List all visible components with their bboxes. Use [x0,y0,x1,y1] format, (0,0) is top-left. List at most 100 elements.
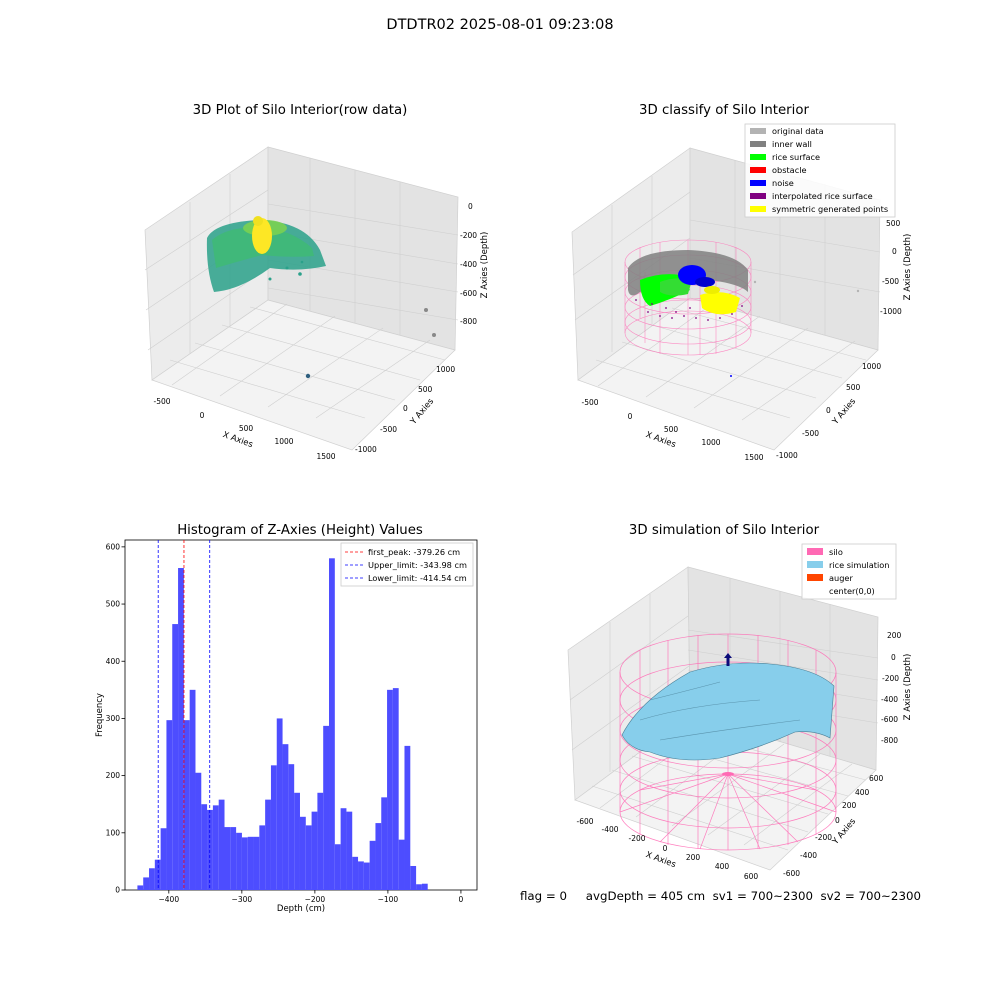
legend-label: noise [772,178,794,188]
histogram-bar [340,808,347,890]
simulation-ytick: 600 [869,774,884,783]
simulation-xtick: 0 [663,844,668,853]
y-tick-label: 500 [106,600,121,609]
simulation-ytick: -600 [783,869,800,878]
simulation-xlabel: X Axies [644,850,677,870]
y-tick-label: 200 [106,771,121,780]
legend-swatch [807,561,823,568]
histogram-bar [218,799,225,890]
raw-xtick: 1000 [274,437,293,446]
simulation-ytick: 200 [842,801,857,810]
histogram-bar [247,836,254,890]
histogram-bar [212,805,219,890]
raw-ytick: 1000 [436,365,455,374]
legend-swatch [807,548,823,555]
simulation-xtick: 400 [715,862,730,871]
histogram-bar [375,823,382,890]
histogram-bar [369,840,376,890]
x-tick-label: −400 [159,895,180,904]
classify-xtick: 500 [664,425,679,434]
histogram-bar [381,797,388,890]
histogram-bar [282,744,289,890]
histogram-bar [358,861,364,890]
histogram-bar [334,844,341,890]
simulation-ytick: -400 [800,851,817,860]
histogram-bar [224,827,231,890]
histogram-bar [363,862,370,890]
histogram-bar [276,718,283,890]
simulation-plot-title: 3D simulation of Silo Interior [628,523,820,538]
raw-ylabel: Y Axies [408,396,436,427]
histogram-bar [288,764,295,890]
legend-label: center(0,0) [829,586,875,596]
histogram-bar [311,811,318,890]
legend-label: inner wall [772,139,812,149]
legend-label: first_peak: -379.26 cm [368,547,460,557]
histogram-bar [398,839,405,890]
legend-swatch [750,154,766,160]
raw-xtick: 0 [200,411,205,420]
histogram-bar [241,837,248,890]
classify-ztick: -500 [882,277,899,286]
histogram-bar [265,799,271,890]
histogram-bar [160,828,167,890]
classify-ztick: 500 [886,219,901,228]
histogram-bar [323,725,330,890]
histogram-bar [346,811,353,890]
classify-ytick: 0 [826,406,831,415]
histogram-bar [387,689,393,890]
simulation-ztick: 0 [891,653,896,662]
y-tick-label: 300 [106,714,121,723]
histogram-bar [183,720,190,890]
histogram-bar [317,792,324,890]
classify-xtick: -500 [581,398,598,407]
histogram-bar [230,827,237,890]
sv1-status: sv1 = 700~2300 [712,889,814,903]
x-tick-label: −300 [232,895,253,904]
histogram-bar [149,868,155,890]
raw-ytick: -500 [380,425,397,434]
raw-xtick: 500 [239,424,254,433]
flag-status: flag = 0 [520,889,568,903]
raw-xlabel: X Axies [221,430,254,450]
x-tick-label: −200 [305,895,326,904]
simulation-ztick: -600 [881,715,898,724]
histogram-bars [137,558,428,890]
raw-ytick: 500 [418,385,433,394]
raw-ztick: -200 [460,231,477,240]
legend-swatch [750,193,766,199]
simulation-ztick: -200 [882,674,899,683]
avg-depth-status: avgDepth = 405 cm [585,889,706,903]
legend-swatch [750,128,766,134]
raw-ytick: -1000 [355,445,377,454]
raw-xtick: -500 [153,397,170,406]
classify-xtick: 1500 [744,453,763,462]
histogram-bar [259,825,266,890]
raw-ztick: -400 [460,260,477,269]
simulation-xtick: -200 [628,834,645,843]
simulation-xtick: -400 [601,825,618,834]
raw-point-cloud [206,216,436,379]
classify-ytick: -1000 [776,451,798,460]
x-tick-label: −100 [378,895,399,904]
classify-ztick: 0 [892,247,897,256]
raw-ztick: -800 [460,317,477,326]
histogram-bar [189,689,196,890]
sv2-status: sv2 = 700~2300 [820,889,921,903]
legend-label: original data [772,126,824,136]
simulation-ytick: -200 [815,833,832,842]
histogram-bar [410,865,417,890]
y-tick-label: 400 [106,657,121,666]
histogram-bar [207,809,213,890]
legend-label: silo [829,547,843,557]
legend-label: symmetric generated points [772,204,888,214]
legend-label: rice simulation [829,560,889,570]
simulation-ytick: 0 [835,816,840,825]
simulation-xtick: -600 [576,817,593,826]
histogram-legend: first_peak: -379.26 cm Upper_limit: -343… [340,542,474,587]
y-tick-label: 100 [106,828,121,837]
classify-xtick: 1000 [701,438,720,447]
figure-title: DTDTR02 2025-08-01 09:23:08 [386,17,614,33]
histogram-bar [305,825,312,890]
histogram-xlabel: Depth (cm) [277,904,325,914]
